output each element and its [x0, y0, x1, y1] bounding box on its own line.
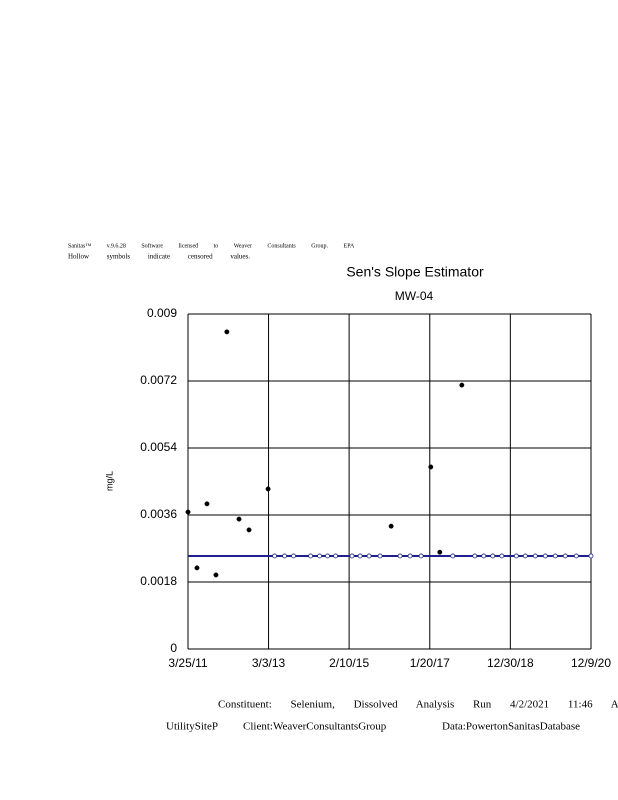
footer-text: UtilitySiteP — [166, 721, 218, 733]
censored-point — [552, 553, 558, 559]
chart-title: Sen's Slope Estimator — [346, 264, 484, 280]
censored-point — [291, 553, 296, 559]
censored-point — [573, 553, 579, 559]
censored-point — [513, 553, 519, 559]
x-tick-label: 12/30/18 — [487, 656, 534, 670]
data-point — [224, 329, 230, 335]
x-tick-label: 3/3/13 — [252, 656, 286, 670]
censored-point — [282, 553, 287, 559]
data-point — [213, 572, 219, 578]
header-line: Sanitas™ v.9.6.28 Software licensed to W… — [68, 242, 355, 249]
censored-point — [588, 553, 594, 559]
x-tick-label: 12/9/20 — [571, 656, 611, 670]
censored-point — [366, 553, 372, 559]
censored-point — [418, 553, 424, 559]
censored-point — [450, 553, 456, 559]
censored-point — [542, 553, 548, 559]
censored-point — [490, 553, 496, 559]
censored-point — [532, 553, 538, 559]
chart-subtitle: MW-04 — [395, 289, 434, 303]
censored-point — [272, 553, 277, 559]
y-tick-label: 0.0036 — [140, 507, 177, 521]
footer-text: Client:WeaverConsultantsGroup — [243, 721, 387, 733]
censored-point — [499, 553, 505, 559]
censored-point — [377, 553, 383, 559]
censored-point — [472, 553, 478, 559]
censored-point — [349, 553, 355, 559]
x-tick-label: 3/25/11 — [168, 656, 207, 670]
y-axis-label: mg/L — [104, 471, 114, 491]
censored-point — [522, 553, 528, 559]
censored-point — [333, 553, 338, 559]
censored-point — [325, 553, 330, 559]
header-line: Hollow symbols indicate censored values. — [68, 253, 250, 261]
censored-point — [308, 553, 313, 559]
censored-point — [397, 553, 403, 559]
data-point — [246, 527, 252, 533]
data-point — [388, 523, 394, 529]
data-point — [437, 549, 443, 555]
y-tick-label: 0.0072 — [140, 373, 177, 387]
y-tick-label: 0 — [170, 641, 177, 655]
y-tick-label: 0.009 — [147, 306, 177, 320]
x-tick-label: 1/20/17 — [410, 656, 450, 670]
censored-point — [481, 553, 487, 559]
y-tick-label: 0.0054 — [140, 440, 177, 454]
data-point — [194, 565, 200, 571]
y-tick-label: 0.0018 — [140, 574, 177, 588]
censored-point — [562, 553, 568, 559]
data-point — [236, 516, 242, 522]
censored-point — [407, 553, 413, 559]
data-point — [459, 382, 465, 388]
footer-line: Constituent: Selenium, Dissolved Analysi… — [218, 699, 618, 711]
data-point — [428, 464, 434, 470]
censored-point — [357, 553, 363, 559]
footer-text: Data:PowertonSanitasDatabase — [442, 721, 580, 733]
data-point — [204, 501, 210, 507]
censored-point — [317, 553, 322, 559]
data-point — [185, 509, 191, 515]
x-tick-label: 2/10/15 — [329, 656, 369, 670]
data-point — [265, 486, 271, 492]
